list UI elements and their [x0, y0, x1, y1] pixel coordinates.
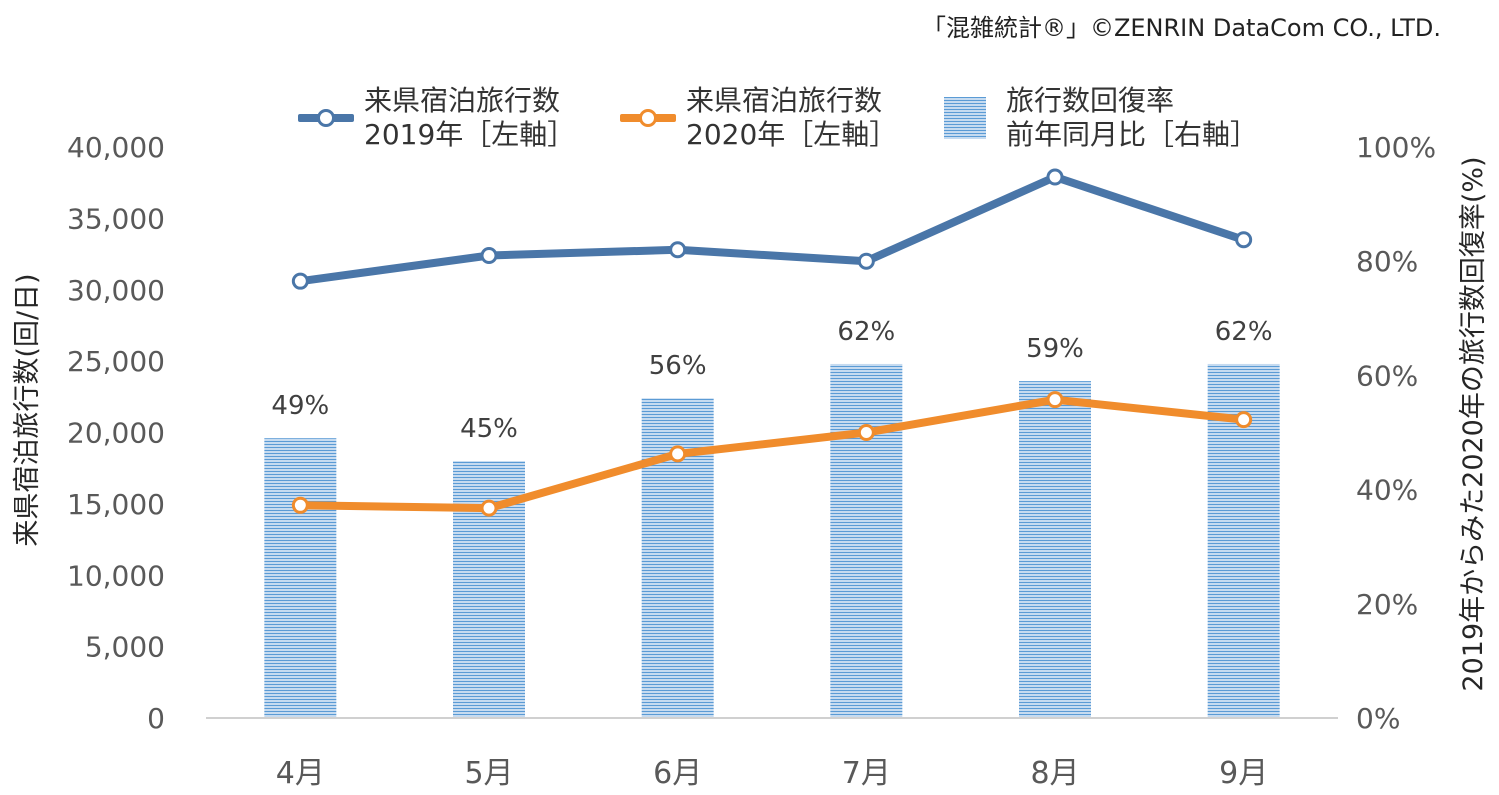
y-tick-label-1: 5,000: [85, 631, 165, 664]
bar-value-label-2: 45%: [460, 414, 518, 444]
legend-label-recovery: 旅行数回復率 前年同月比［右軸］: [1006, 84, 1259, 151]
x-tick-label-2: 5月: [464, 756, 513, 791]
bars-group: [264, 363, 1280, 718]
point-2019-1: [291, 272, 309, 290]
y-tick-label-5: 25,000: [67, 345, 165, 378]
y-tick-label-2: 10,000: [67, 559, 165, 592]
bar-5: [1019, 381, 1091, 718]
bar-1: [264, 438, 337, 718]
y2-tick-label-1: 20%: [1356, 588, 1418, 621]
point-2020-1: [291, 496, 309, 514]
y-tick-label-8: 40,000: [67, 131, 165, 164]
y2-tick-label-2: 40%: [1356, 474, 1418, 507]
bar-value-label-4: 62%: [837, 317, 895, 347]
point-2020-6: [1235, 411, 1253, 429]
legend-item-2020: 来県宿泊旅行数 2020年［左軸］: [620, 84, 897, 152]
y2-axis-title: 2019年からみた2020年の旅行数回復率(%): [1458, 156, 1489, 691]
point-2019-5: [1046, 168, 1064, 186]
y2-tick-label-4: 80%: [1356, 245, 1418, 278]
y-tick-label-6: 30,000: [67, 274, 165, 307]
labels-group: 49% 45% 56% 62% 59% 62%: [271, 317, 1272, 444]
bar-value-label-3: 56%: [649, 351, 707, 381]
legend-line-2020-icon: [620, 109, 676, 127]
point-2019-4: [857, 252, 875, 270]
chart-legend: 来県宿泊旅行数 2019年［左軸］ 来県宿泊旅行数 2020年［左軸］ 旅行数回…: [0, 84, 1499, 164]
x-tick-label-4: 7月: [842, 756, 891, 791]
point-2019-6: [1235, 231, 1253, 249]
legend-line-2019-icon: [298, 109, 354, 127]
legend-bar-swatch-icon: [944, 97, 986, 139]
point-2020-5: [1046, 391, 1064, 409]
bar-value-label-1: 49%: [271, 391, 329, 421]
x-tick-label-6: 9月: [1219, 756, 1268, 791]
series-line-2020: [296, 395, 1248, 513]
x-tick-label-1: 4月: [276, 756, 325, 791]
y2-tick-label-3: 60%: [1356, 359, 1418, 392]
y-axis-title: 来県宿泊旅行数(回/日): [12, 273, 43, 546]
legend-label-2019: 来県宿泊旅行数 2019年［左軸］: [364, 84, 576, 151]
point-2020-2: [480, 499, 498, 517]
legend-label-2020: 来県宿泊旅行数 2020年［左軸］: [686, 84, 898, 151]
point-2020-3: [669, 445, 687, 463]
lines-group: [291, 168, 1253, 517]
y2-tick-label-0: 0%: [1356, 702, 1400, 735]
x-tick-label-5: 8月: [1030, 756, 1079, 791]
point-2019-2: [480, 246, 498, 264]
point-2019-3: [669, 241, 687, 259]
series-line-2019: [296, 172, 1248, 286]
bar-value-label-5: 59%: [1026, 334, 1084, 364]
bar-value-label-6: 62%: [1215, 317, 1273, 347]
bar-4: [830, 363, 903, 718]
axes-group: 0 5,000 10,000 15,000 20,000 25,000 30,000 35,0…: [12, 131, 1489, 791]
y2-tick-label-5: 100%: [1356, 131, 1436, 164]
y-tick-label-0: 0: [147, 702, 165, 735]
y-tick-label-4: 20,000: [67, 417, 165, 450]
legend-item-2019: 来県宿泊旅行数 2019年［左軸］: [298, 84, 575, 152]
legend-item-recovery: 旅行数回復率 前年同月比［右軸］: [944, 84, 1258, 152]
y-tick-label-7: 35,000: [67, 202, 165, 235]
x-tick-label-3: 6月: [653, 756, 702, 791]
point-2020-4: [857, 424, 875, 441]
y-tick-label-3: 15,000: [67, 488, 165, 521]
copyright-credit: 「混雑統計®」©ZENRIN DataCom CO., LTD.: [921, 14, 1441, 42]
